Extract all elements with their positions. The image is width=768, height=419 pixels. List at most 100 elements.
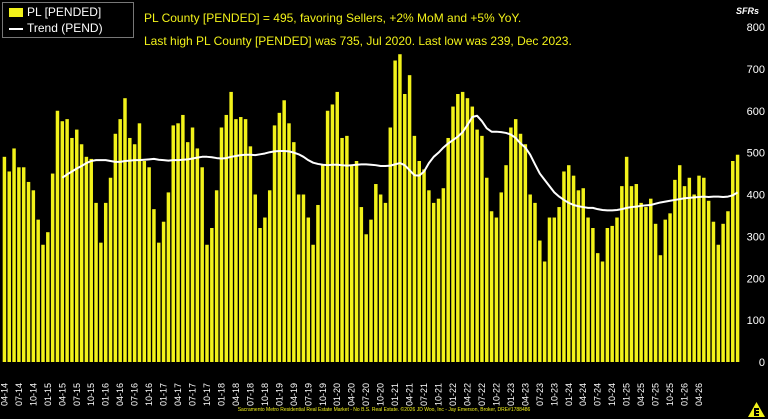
- y-tick-label: 300: [747, 231, 765, 243]
- bar-139: [673, 179, 677, 362]
- bar-88: [427, 190, 431, 362]
- bar-69: [335, 91, 339, 362]
- x-tick-label: 04-20: [347, 383, 357, 406]
- x-tick-label: 07-14: [14, 383, 24, 406]
- bar-50: [243, 119, 248, 363]
- bar-12: [60, 121, 65, 362]
- bar-111: [538, 240, 542, 362]
- y-tick-label: 100: [747, 315, 765, 327]
- bar-8: [41, 244, 45, 362]
- x-tick-label: 10-17: [202, 383, 212, 406]
- y-axis-unit-label: SFRs: [736, 6, 760, 16]
- x-tick-label: 07-25: [651, 383, 661, 406]
- bar-series: [2, 54, 740, 363]
- bar-100: [485, 177, 489, 362]
- bar-34: [166, 192, 171, 362]
- x-tick-label: 10-23: [549, 383, 559, 406]
- bar-64: [311, 244, 315, 362]
- bar-53: [258, 228, 262, 362]
- bar-115: [557, 207, 561, 362]
- x-tick-label: 10-24: [607, 383, 617, 406]
- bar-28: [137, 123, 142, 362]
- bar-109: [528, 194, 532, 362]
- x-tick-label: 07-24: [593, 383, 603, 406]
- y-tick-label: 200: [747, 273, 765, 285]
- bar-113: [547, 217, 552, 362]
- bar-62: [301, 194, 306, 362]
- bar-101: [489, 211, 494, 362]
- bar-58: [282, 100, 286, 362]
- bar-124: [600, 261, 605, 362]
- bar-72: [349, 165, 354, 362]
- x-tick-label: 10-25: [665, 383, 675, 406]
- bar-148: [716, 244, 721, 362]
- x-tick-label: 04-17: [173, 383, 183, 406]
- bar-37: [181, 114, 185, 362]
- x-tick-label: 01-15: [43, 383, 53, 406]
- x-tick-label: 04-26: [694, 383, 704, 406]
- bar-90: [436, 198, 441, 362]
- bar-17: [84, 156, 89, 362]
- y-tick-label: 500: [747, 148, 765, 160]
- bar-83: [403, 94, 407, 362]
- bar-106: [513, 119, 518, 363]
- x-tick-label: 07-16: [130, 383, 140, 406]
- bar-15: [75, 129, 79, 362]
- x-tick-label: 01-23: [506, 383, 516, 406]
- y-tick-label: 0: [759, 357, 765, 369]
- bar-87: [422, 169, 426, 362]
- x-tick-label: 07-15: [72, 383, 82, 406]
- bar-48: [234, 119, 238, 363]
- bar-26: [128, 137, 132, 362]
- x-tick-label: 10-18: [260, 383, 270, 406]
- bar-13: [65, 119, 69, 363]
- bar-14: [70, 137, 74, 362]
- bar-44: [214, 190, 219, 362]
- x-tick-label: 04-23: [520, 383, 530, 406]
- bar-73: [354, 161, 359, 362]
- x-tick-label: 04-19: [289, 383, 299, 406]
- x-tick-label: 04-24: [578, 383, 588, 406]
- bar-134: [649, 198, 653, 362]
- legend-entry-trend: Trend (PEND): [9, 21, 103, 35]
- legend-label-pended: PL [PENDED]: [27, 5, 102, 19]
- y-tick-label: 600: [747, 106, 765, 118]
- bar-45: [219, 127, 224, 362]
- bar-137: [663, 219, 667, 363]
- bar-41: [200, 167, 204, 362]
- bar-71: [345, 135, 349, 362]
- y-tick-label: 700: [747, 64, 765, 76]
- bar-95: [460, 91, 465, 362]
- bar-18: [89, 158, 93, 362]
- bar-3: [17, 167, 21, 362]
- x-tick-label: 01-25: [622, 383, 632, 406]
- bar-130: [629, 186, 634, 363]
- bar-121: [586, 217, 590, 362]
- bar-27: [132, 144, 137, 362]
- bar-136: [658, 255, 663, 362]
- y-tick-label: 800: [747, 22, 765, 34]
- bar-127: [615, 217, 619, 362]
- bar-147: [711, 221, 716, 362]
- x-tick-label: 04-15: [57, 383, 67, 406]
- bar-152: [735, 154, 740, 362]
- bar-31: [152, 209, 156, 362]
- bar-11: [55, 110, 60, 362]
- legend-swatch-bar: [9, 8, 23, 18]
- x-tick-label: 07-21: [419, 383, 429, 406]
- x-tick-label: 10-15: [86, 383, 96, 406]
- bar-133: [644, 207, 648, 362]
- bar-105: [509, 127, 513, 362]
- bar-110: [533, 202, 537, 363]
- y-axis-ticks: 0 100 200 300 400 500 600 700 800: [747, 22, 765, 369]
- bar-93: [451, 106, 455, 362]
- bar-96: [465, 98, 470, 362]
- x-tick-label: 10-22: [491, 383, 501, 406]
- bar-123: [595, 253, 600, 363]
- bar-114: [552, 217, 557, 362]
- x-tick-label: 04-18: [231, 383, 241, 406]
- bar-78: [378, 194, 383, 362]
- x-tick-label: 01-17: [159, 383, 169, 406]
- bar-47: [229, 91, 233, 362]
- bar-82: [398, 54, 402, 362]
